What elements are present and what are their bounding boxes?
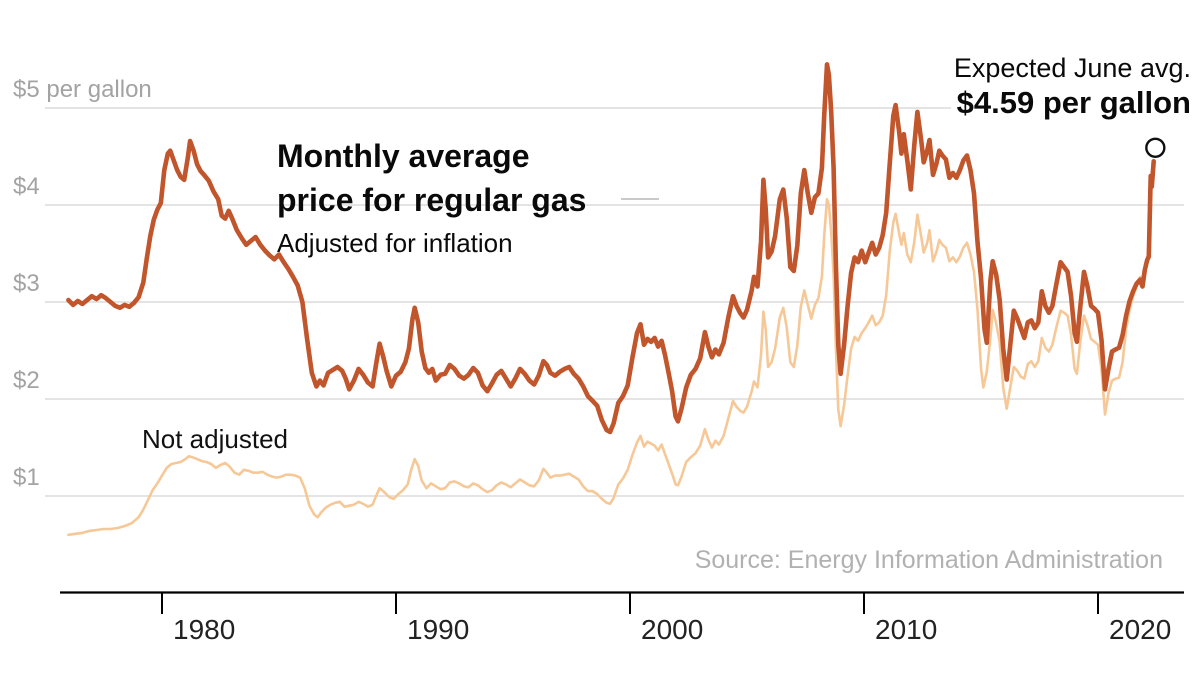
adjusted-line-series xyxy=(66,62,1156,435)
y-axis-label-4: $4 xyxy=(13,173,40,200)
not-adjusted-series-label: Not adjusted xyxy=(142,424,288,454)
x-axis-label-2020: 2020 xyxy=(1109,614,1172,645)
x-axis-label-1980: 1980 xyxy=(173,614,236,645)
title-leader-line xyxy=(621,198,659,200)
x-axis-label-2000: 2000 xyxy=(641,614,704,645)
y-axis-label-3: $3 xyxy=(13,270,40,297)
x-axis-label-1990: 1990 xyxy=(407,614,470,645)
annotation-value: $4.59 per gallon xyxy=(950,85,1191,121)
chart-title-line2: price for regular gas xyxy=(277,182,587,218)
source-attribution: Source: Energy Information Administratio… xyxy=(694,546,1163,574)
chart-title-block: Monthly average price for regular gas Ad… xyxy=(277,134,586,260)
y-axis-label-1: $1 xyxy=(13,464,40,491)
x-axis-label-2010: 2010 xyxy=(875,614,938,645)
expected-june-annotation: Expected June avg. $4.59 per gallon xyxy=(947,52,1191,121)
not-adjusted-line-series xyxy=(67,161,1155,537)
expected-june-marker xyxy=(1145,137,1166,158)
y-axis-label-2: $2 xyxy=(13,367,40,394)
annotation-text: Expected June avg. xyxy=(947,52,1191,84)
chart-subtitle: Adjusted for inflation xyxy=(277,228,513,258)
chart-title-line1: Monthly average xyxy=(277,138,530,174)
y-axis-label-5: $5 per gallon xyxy=(13,76,152,103)
